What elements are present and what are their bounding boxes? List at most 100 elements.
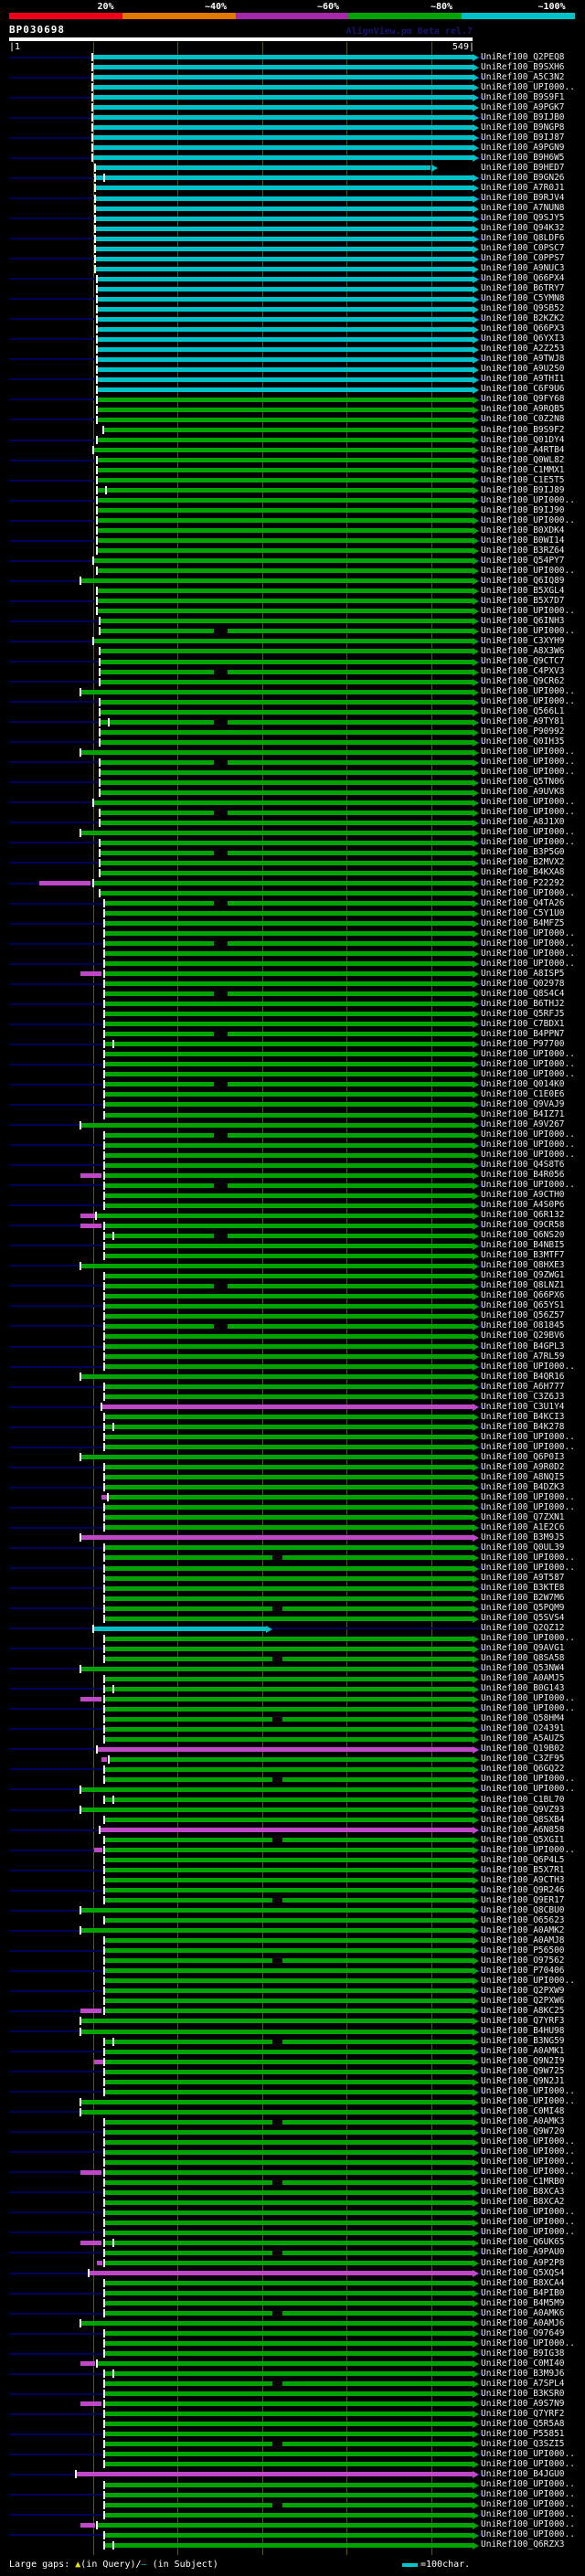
hit-label[interactable]: UniRef100_A9P2P8: [481, 2258, 565, 2268]
hit-label[interactable]: UniRef100_Q9VZ93: [481, 1805, 565, 1815]
hit-label[interactable]: UniRef100_C3XYH9: [481, 636, 565, 646]
hit-label[interactable]: UniRef100_Q8SXB4: [481, 1815, 565, 1825]
hit-label[interactable]: UniRef100_B4HU98: [481, 2026, 565, 2036]
hit-label[interactable]: UniRef100_A0AMK3: [481, 2116, 565, 2126]
hit-label[interactable]: UniRef100_Q6UK65: [481, 2237, 565, 2247]
hit-label[interactable]: UniRef100_B3M9J6: [481, 2369, 565, 2379]
hit-label[interactable]: UniRef100_A9V267: [481, 1119, 565, 1129]
hit-label[interactable]: UniRef100_A0AMJ5: [481, 1673, 565, 1683]
hit-label[interactable]: UniRef100_B4GPL3: [481, 1341, 565, 1352]
hit-label[interactable]: UniRef100_Q5SVS4: [481, 1613, 565, 1623]
hit-label[interactable]: UniRef100_Q53NW4: [481, 1663, 565, 1673]
hit-label[interactable]: UniRef100_A9PAU0: [481, 2247, 565, 2257]
hit-label[interactable]: UniRef100_Q4S8T6: [481, 1160, 565, 1170]
hit-label[interactable]: UniRef100_B2KZK2: [481, 313, 565, 323]
hit-label[interactable]: UniRef100_UPI000..: [481, 827, 575, 837]
hit-label[interactable]: UniRef100_UPI000..: [481, 2227, 575, 2237]
hit-label[interactable]: UniRef100_UPI000..: [481, 2489, 575, 2499]
hit-label[interactable]: UniRef100_Q9CTC7: [481, 656, 565, 666]
hit-label[interactable]: UniRef100_B4MFZ5: [481, 918, 565, 928]
hit-label[interactable]: UniRef100_O97649: [481, 2328, 565, 2338]
hit-label[interactable]: UniRef100_B9S9F1: [481, 92, 565, 102]
hit-label[interactable]: UniRef100_B4R056: [481, 1170, 565, 1180]
hit-label[interactable]: UniRef100_UPI000..: [481, 1693, 575, 1703]
hit-label[interactable]: UniRef100_B9S9F2: [481, 425, 565, 435]
hit-label[interactable]: UniRef100_Q6P4L5: [481, 1855, 565, 1865]
hit-label[interactable]: UniRef100_A0AMJ6: [481, 2318, 565, 2328]
hit-label[interactable]: UniRef100_Q2PXW6: [481, 1996, 565, 2006]
hit-label[interactable]: UniRef100_B5X7R1: [481, 1865, 565, 1875]
hit-label[interactable]: UniRef100_Q8SA58: [481, 1653, 565, 1663]
hit-label[interactable]: UniRef100_A9NUC3: [481, 263, 565, 273]
hit-label[interactable]: UniRef100_P97700: [481, 1039, 565, 1049]
hit-label[interactable]: UniRef100_Q0IH35: [481, 737, 565, 747]
hit-label[interactable]: UniRef100_B6TRY7: [481, 283, 565, 293]
hit-label[interactable]: UniRef100_Q9AVG1: [481, 1643, 565, 1653]
hit-label[interactable]: UniRef100_B9SXH6: [481, 62, 565, 72]
hit-label[interactable]: UniRef100_UPI000..: [481, 566, 575, 576]
hit-label[interactable]: UniRef100_C7BDX1: [481, 1019, 565, 1029]
hit-label[interactable]: UniRef100_UPI000..: [481, 797, 575, 807]
hit-label[interactable]: UniRef100_UPI000..: [481, 2449, 575, 2459]
hit-label[interactable]: UniRef100_UPI000..: [481, 1180, 575, 1190]
hit-label[interactable]: UniRef100_Q9FY68: [481, 394, 565, 404]
hit-label[interactable]: UniRef100_Q8S4C4: [481, 989, 565, 999]
hit-label[interactable]: UniRef100_Q8LDF6: [481, 233, 565, 243]
hit-label[interactable]: UniRef100_UPI000..: [481, 949, 575, 959]
hit-label[interactable]: UniRef100_Q9ZWG1: [481, 1270, 565, 1280]
hit-label[interactable]: UniRef100_Q6RZX3: [481, 2539, 565, 2549]
hit-label[interactable]: UniRef100_B9GN26: [481, 173, 565, 183]
hit-label[interactable]: UniRef100_A1E2C6: [481, 1522, 565, 1532]
hit-label[interactable]: UniRef100_Q6IQ89: [481, 576, 565, 586]
hit-label[interactable]: UniRef100_A8ISP5: [481, 969, 565, 979]
hit-label[interactable]: UniRef100_Q6R132: [481, 1210, 565, 1220]
hit-label[interactable]: UniRef100_Q7ZXN1: [481, 1512, 565, 1522]
hit-label[interactable]: UniRef100_Q5R5A8: [481, 2419, 565, 2429]
hit-label[interactable]: UniRef100_Q8CBU0: [481, 1905, 565, 1915]
hit-label[interactable]: UniRef100_P22292: [481, 878, 565, 888]
hit-label[interactable]: UniRef100_B9IJ90: [481, 505, 565, 515]
hit-label[interactable]: UniRef100_B3KTE8: [481, 1583, 565, 1593]
hit-label[interactable]: UniRef100_Q6NS20: [481, 1230, 565, 1240]
hit-label[interactable]: UniRef100_Q54PY7: [481, 556, 565, 566]
hit-label[interactable]: UniRef100_A9T587: [481, 1573, 565, 1583]
hit-label[interactable]: UniRef100_C0PPS7: [481, 253, 565, 263]
hit-label[interactable]: UniRef100_C0Z2N8: [481, 414, 565, 424]
hit-label[interactable]: UniRef100_Q9SB52: [481, 303, 565, 313]
hit-label[interactable]: UniRef100_C3Z6J3: [481, 1392, 565, 1402]
hit-label[interactable]: UniRef100_Q4TA26: [481, 898, 565, 908]
hit-label[interactable]: UniRef100_B9RJV4: [481, 193, 565, 203]
hit-label[interactable]: UniRef100_UPI000..: [481, 2217, 575, 2227]
hit-label[interactable]: UniRef100_UPI000..: [481, 2086, 575, 2096]
hit-label[interactable]: UniRef100_Q0UL39: [481, 1542, 565, 1553]
hit-label[interactable]: UniRef100_A9TY81: [481, 716, 565, 726]
hit-label[interactable]: UniRef100_Q6YXI3: [481, 334, 565, 344]
hit-label[interactable]: UniRef100_O65623: [481, 1915, 565, 1925]
hit-label[interactable]: UniRef100_B9NGP8: [481, 122, 565, 133]
hit-label[interactable]: UniRef100_UPI000..: [481, 1563, 575, 1573]
hit-label[interactable]: UniRef100_UPI000..: [481, 1976, 575, 1986]
hit-label[interactable]: UniRef100_C6F9U6: [481, 384, 565, 394]
hit-label[interactable]: UniRef100_B4KCI3: [481, 1412, 565, 1422]
hit-label[interactable]: UniRef100_A0AMK1: [481, 2046, 565, 2056]
hit-label[interactable]: UniRef100_B3NG59: [481, 2036, 565, 2046]
hit-label[interactable]: UniRef100_Q9N2J1: [481, 2076, 565, 2086]
hit-label[interactable]: UniRef100_B4KXA8: [481, 867, 565, 877]
hit-label[interactable]: UniRef100_P90992: [481, 726, 565, 737]
hit-label[interactable]: UniRef100_UPI000..: [481, 2136, 575, 2147]
hit-label[interactable]: UniRef100_UPI000..: [481, 807, 575, 817]
hit-label[interactable]: UniRef100_B9IJ89: [481, 485, 565, 495]
hit-label[interactable]: UniRef100_Q3SZI5: [481, 2439, 565, 2449]
hit-label[interactable]: UniRef100_UPI000..: [481, 696, 575, 706]
hit-label[interactable]: UniRef100_O81845: [481, 1320, 565, 1330]
hit-label[interactable]: UniRef100_B9IG38: [481, 2348, 565, 2359]
hit-label[interactable]: UniRef100_B3MTF7: [481, 1250, 565, 1260]
hit-label[interactable]: UniRef100_Q566L1: [481, 706, 565, 716]
hit-label[interactable]: UniRef100_A0AMJ8: [481, 1935, 565, 1945]
hit-label[interactable]: UniRef100_UPI000..: [481, 606, 575, 616]
hit-label[interactable]: UniRef100_UPI000..: [481, 1129, 575, 1140]
hit-label[interactable]: UniRef100_Q66PX4: [481, 273, 565, 283]
hit-label[interactable]: UniRef100_B4IZ71: [481, 1109, 565, 1119]
hit-label[interactable]: UniRef100_UPI000..: [481, 837, 575, 847]
hit-label[interactable]: UniRef100_UPI000..: [481, 1502, 575, 1512]
